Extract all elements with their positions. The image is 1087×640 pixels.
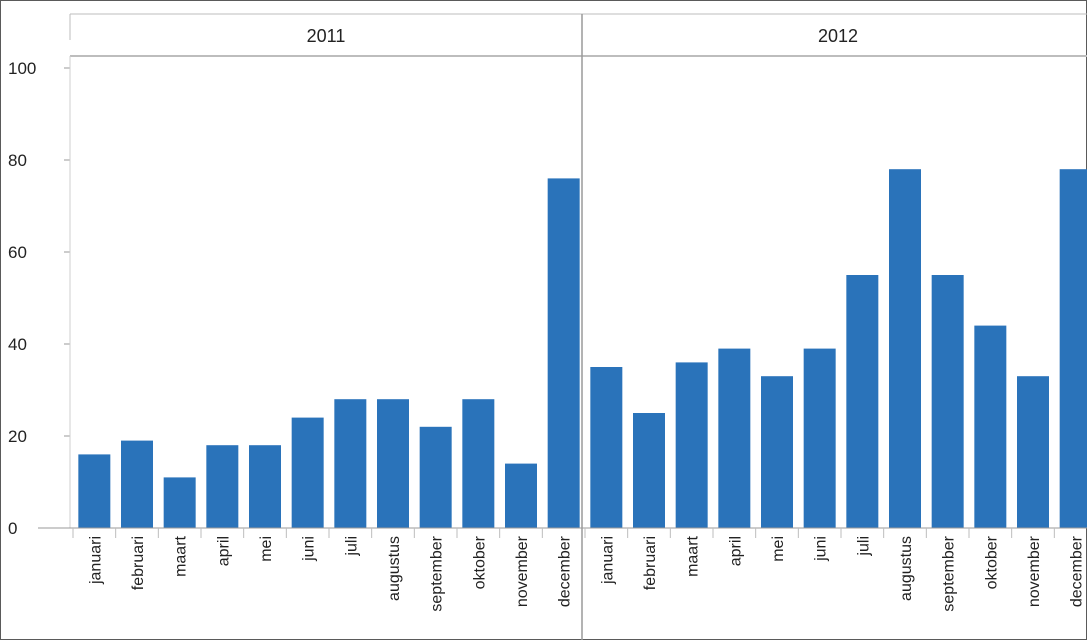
x-tick-label: januari: [87, 536, 104, 585]
bar-2011-september: [419, 426, 452, 528]
bar-2011-augustus: [377, 399, 409, 528]
bar-2011-april: [206, 445, 239, 528]
y-tick-label: 0: [8, 519, 17, 538]
bar-2011-maart: [163, 477, 196, 528]
x-tick-label: mei: [770, 536, 787, 562]
bar-2012-december: [1059, 169, 1087, 528]
x-tick-label: september: [429, 535, 446, 611]
bar-2012-maart: [675, 362, 708, 528]
bar-2012-november: [1017, 376, 1049, 528]
x-tick-label: oktober: [983, 535, 1000, 589]
bar-2012-juni: [803, 348, 836, 528]
x-tick-label: november: [1026, 535, 1043, 607]
bar-2012-oktober: [974, 325, 1007, 528]
x-tick-label: december: [1069, 535, 1086, 607]
x-tick-label: maart: [685, 535, 702, 576]
bar-2012-juli: [846, 275, 879, 528]
x-axis: januari februari maart april mei juni juli augu…: [38, 527, 1087, 612]
x-tick-label: juli: [855, 536, 872, 557]
bar-2011-juni: [291, 417, 324, 528]
bar-2011-oktober: [462, 399, 495, 528]
panel-header-0: 2011: [307, 26, 346, 46]
bar-2012-april: [718, 348, 751, 528]
x-tick-label: september: [941, 535, 958, 611]
x-tick-label: juni: [301, 536, 318, 562]
bar-2012-september: [931, 275, 964, 528]
bar-2011-juli: [334, 399, 367, 528]
x-tick-label: april: [215, 536, 232, 566]
bars: [78, 169, 1087, 528]
x-tick-label: augustus: [386, 536, 403, 601]
x-tick-label: augustus: [898, 536, 915, 601]
bar-2011-januari: [78, 454, 111, 528]
y-tick-label: 60: [8, 243, 27, 262]
x-tick-label: maart: [173, 535, 190, 576]
y-tick-label: 80: [8, 151, 27, 170]
x-tick-label: mei: [258, 536, 275, 562]
panel-header-1: 2012: [818, 26, 858, 46]
bar-2012-februari: [633, 413, 665, 528]
x-tick-label: juni: [813, 536, 830, 562]
x-tick-label: april: [727, 536, 744, 566]
bar-2011-november: [505, 463, 537, 528]
x-tick-label: juli: [343, 536, 360, 557]
y-tick-label: 20: [8, 427, 27, 446]
x-tick-label: december: [557, 535, 574, 607]
y-tick-label: 100: [8, 59, 36, 78]
y-axis: 0 20 40 60 80 100: [8, 56, 71, 538]
bar-2011-februari: [121, 440, 153, 528]
bar-2011-mei: [249, 445, 281, 528]
y-tick-label: 40: [8, 335, 27, 354]
bar-2012-januari: [590, 367, 623, 528]
x-tick-label: februari: [642, 536, 659, 590]
x-tick-label: januari: [599, 536, 616, 585]
x-tick-label: februari: [130, 536, 147, 590]
x-tick-label: november: [514, 535, 531, 607]
panel-headers: 2011 2012: [69, 13, 1087, 640]
bar-2012-augustus: [889, 169, 921, 528]
bar-2011-december: [547, 178, 580, 528]
bar-2012-mei: [761, 376, 793, 528]
x-tick-label: oktober: [471, 535, 488, 589]
